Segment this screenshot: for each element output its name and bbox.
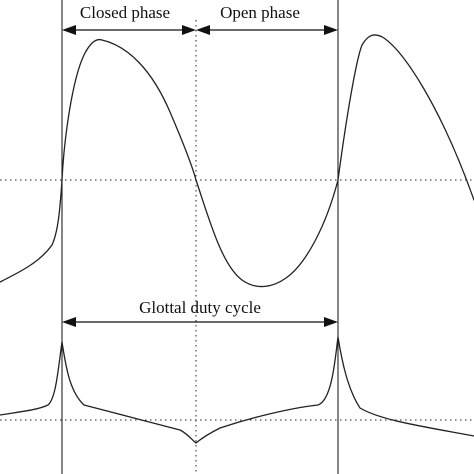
closed-phase-label: Closed phase [80,3,170,22]
duty-cycle-arrowhead-left [62,317,76,327]
duty-cycle-label: Glottal duty cycle [139,298,261,317]
open-phase-label: Open phase [220,3,300,22]
closed-phase-arrowhead-right [182,25,196,35]
lower-waveform [0,336,474,444]
open-phase-arrowhead-right [324,25,338,35]
closed-phase-arrowhead-left [62,25,76,35]
open-phase-arrowhead-left [196,25,210,35]
upper-waveform [0,34,474,288]
duty-cycle-arrowhead-right [324,317,338,327]
